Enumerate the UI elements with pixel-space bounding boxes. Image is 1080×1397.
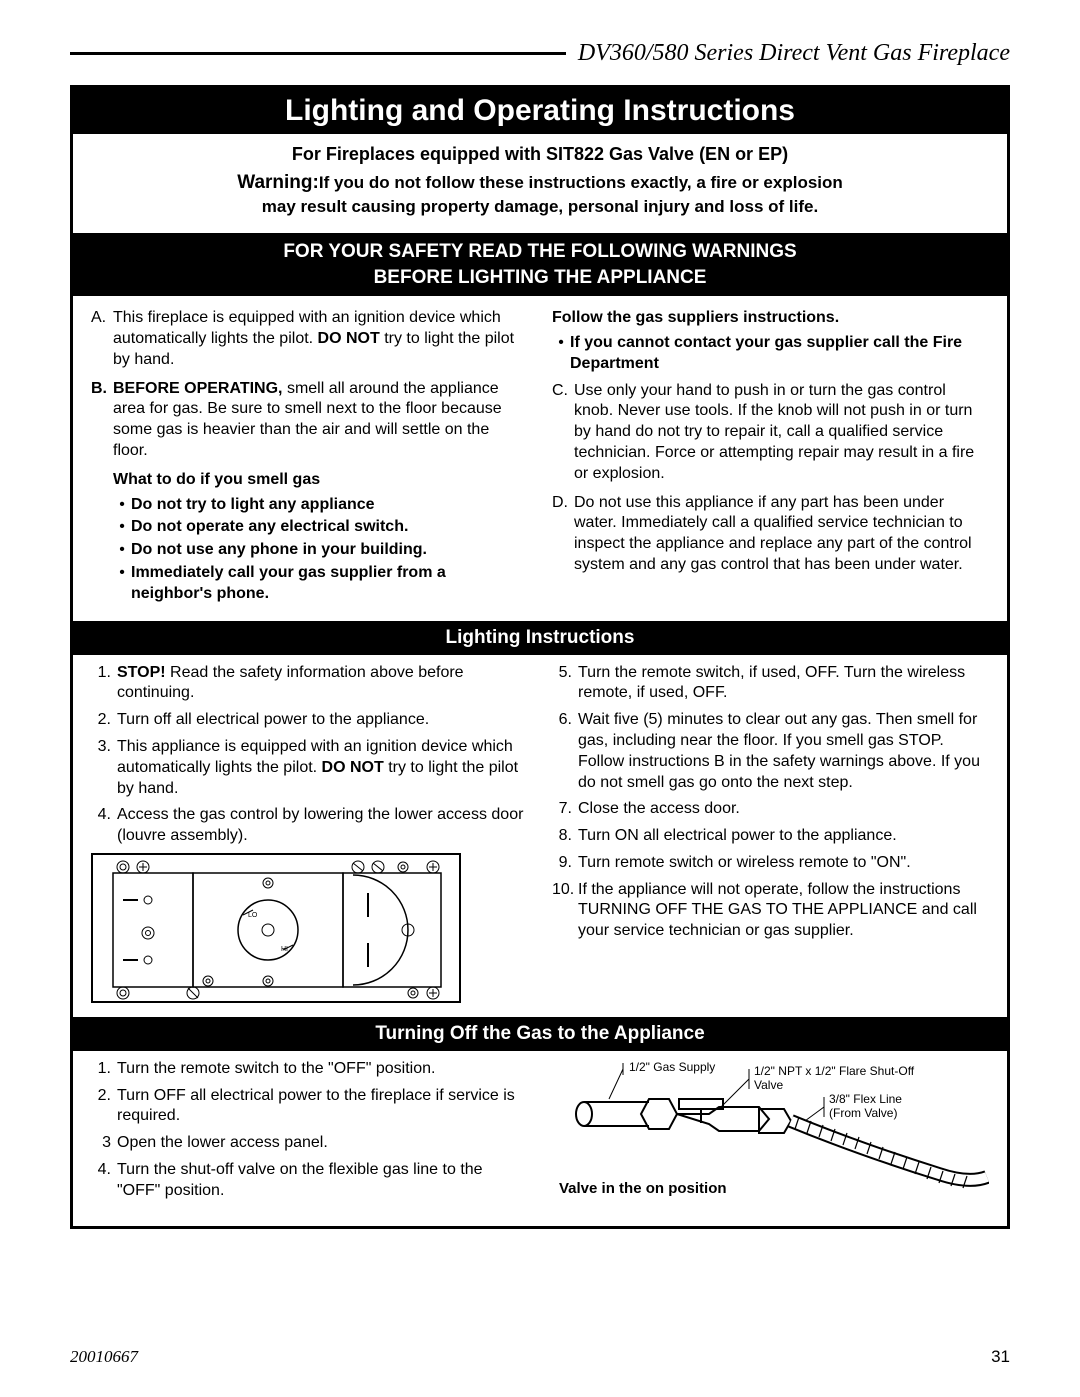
page-number: 31: [991, 1347, 1010, 1367]
safety-band-l1: FOR YOUR SAFETY READ THE FOLLOWING WARNI…: [283, 241, 796, 262]
text-c: Use only your hand to push in or turn th…: [574, 381, 989, 485]
safety-left-col: A. This fireplace is equipped with an ig…: [91, 308, 528, 606]
safety-item-c: C. Use only your hand to push in or turn…: [552, 381, 989, 485]
safety-right-col: Follow the gas suppliers instructions. •…: [552, 308, 989, 606]
safety-band-l2: BEFORE LIGHTING THE APPLIANCE: [374, 267, 707, 288]
lighting-step: 4.Access the gas control by lowering the…: [91, 805, 528, 847]
follow-header: Follow the gas suppliers instructions.: [552, 308, 989, 329]
list-item: •Do not use any phone in your building.: [113, 540, 528, 561]
safety-item-a: A. This fireplace is equipped with an ig…: [91, 308, 528, 370]
valve-label: Valve: [754, 1078, 783, 1092]
lighting-columns: 1.STOP! Read the safety information abov…: [73, 655, 1007, 1017]
doc-number: 20010667: [70, 1347, 138, 1367]
lighting-step: 7.Close the access door.: [552, 799, 989, 820]
list-item: •Immediately call your gas supplier from…: [113, 563, 528, 605]
header-rule: [70, 52, 566, 55]
lighting-step: 9.Turn remote switch or wireless remote …: [552, 853, 989, 874]
turnoff-step: 3Open the lower access panel.: [91, 1133, 528, 1154]
knob-hi-label: HI: [281, 946, 288, 953]
valve-label: 1/2" Gas Supply: [629, 1060, 715, 1074]
text-b: BEFORE OPERATING, smell all around the a…: [113, 379, 528, 462]
turnoff-step: 4.Turn the shut-off valve on the flexibl…: [91, 1160, 528, 1202]
header: DV360/580 Series Direct Vent Gas Firepla…: [70, 40, 1010, 67]
text-d: Do not use this appliance if any part ha…: [574, 493, 989, 576]
main-content-box: Lighting and Operating Instructions For …: [70, 85, 1010, 1229]
lighting-band: Lighting Instructions: [73, 621, 1007, 655]
valve-label: 3/8" Flex Line: [829, 1092, 902, 1106]
turnoff-step: 2.Turn OFF all electrical power to the f…: [91, 1086, 528, 1128]
label-b: B.: [91, 379, 113, 462]
smell-header: What to do if you smell gas: [113, 470, 528, 491]
supplier-bullet: •If you cannot contact your gas supplier…: [552, 333, 989, 375]
product-title: DV360/580 Series Direct Vent Gas Firepla…: [566, 40, 1010, 67]
smell-bullets: •Do not try to light any appliance •Do n…: [113, 495, 528, 605]
lighting-step: 6.Wait five (5) minutes to clear out any…: [552, 710, 989, 793]
valve-diagram: 1/2" Gas Supply 1/2" NPT x 1/2" Flare Sh…: [559, 1059, 989, 1199]
lighting-step: 1.STOP! Read the safety information abov…: [91, 663, 528, 705]
lighting-step: 8.Turn ON all electrical power to the ap…: [552, 826, 989, 847]
list-item: •Do not try to light any appliance: [113, 495, 528, 516]
safety-item-b: B. BEFORE OPERATING, smell all around th…: [91, 379, 528, 462]
text-a: This fireplace is equipped with an ignit…: [113, 308, 528, 370]
list-item: •Do not operate any electrical switch.: [113, 517, 528, 538]
warning-line-2: may result causing property damage, pers…: [262, 197, 818, 216]
turnoff-step: 1.Turn the remote switch to the "OFF" po…: [91, 1059, 528, 1080]
intro-subtitle: For Fireplaces equipped with SIT822 Gas …: [133, 142, 947, 166]
lighting-right-col: 5.Turn the remote switch, if used, OFF. …: [552, 663, 989, 1003]
gas-control-diagram: LO HI: [91, 853, 461, 1003]
lighting-step: 3.This appliance is equipped with an ign…: [91, 737, 528, 799]
turnoff-right-col: 1/2" Gas Supply 1/2" NPT x 1/2" Flare Sh…: [552, 1059, 989, 1208]
valve-label: 1/2" NPT x 1/2" Flare Shut-Off: [754, 1064, 915, 1078]
safety-band: FOR YOUR SAFETY READ THE FOLLOWING WARNI…: [73, 233, 1007, 296]
lighting-step: 2.Turn off all electrical power to the a…: [91, 710, 528, 731]
warning-label: Warning:: [237, 172, 319, 193]
valve-caption: Valve in the on position: [559, 1179, 727, 1199]
turnoff-left-col: 1.Turn the remote switch to the "OFF" po…: [91, 1059, 528, 1208]
intro-warning: Warning:If you do not follow these instr…: [133, 170, 947, 219]
turnoff-band: Turning Off the Gas to the Appliance: [73, 1017, 1007, 1051]
lighting-left-col: 1.STOP! Read the safety information abov…: [91, 663, 528, 1003]
label-a: A.: [91, 308, 113, 370]
valve-label: (From Valve): [829, 1106, 897, 1120]
safety-columns: A. This fireplace is equipped with an ig…: [73, 296, 1007, 620]
title-band: Lighting and Operating Instructions: [73, 88, 1007, 134]
lighting-step: 10.If the appliance will not operate, fo…: [552, 880, 989, 942]
lighting-step: 5.Turn the remote switch, if used, OFF. …: [552, 663, 989, 705]
safety-item-d: D. Do not use this appliance if any part…: [552, 493, 989, 576]
page-footer: 20010667 31: [70, 1347, 1010, 1367]
turnoff-columns: 1.Turn the remote switch to the "OFF" po…: [73, 1051, 1007, 1226]
list-item: •If you cannot contact your gas supplier…: [552, 333, 989, 375]
intro-block: For Fireplaces equipped with SIT822 Gas …: [73, 134, 1007, 233]
label-d: D.: [552, 493, 574, 576]
knob-lo-label: LO: [248, 912, 258, 919]
warning-line-1: If you do not follow these instructions …: [319, 173, 843, 192]
label-c: C.: [552, 381, 574, 485]
